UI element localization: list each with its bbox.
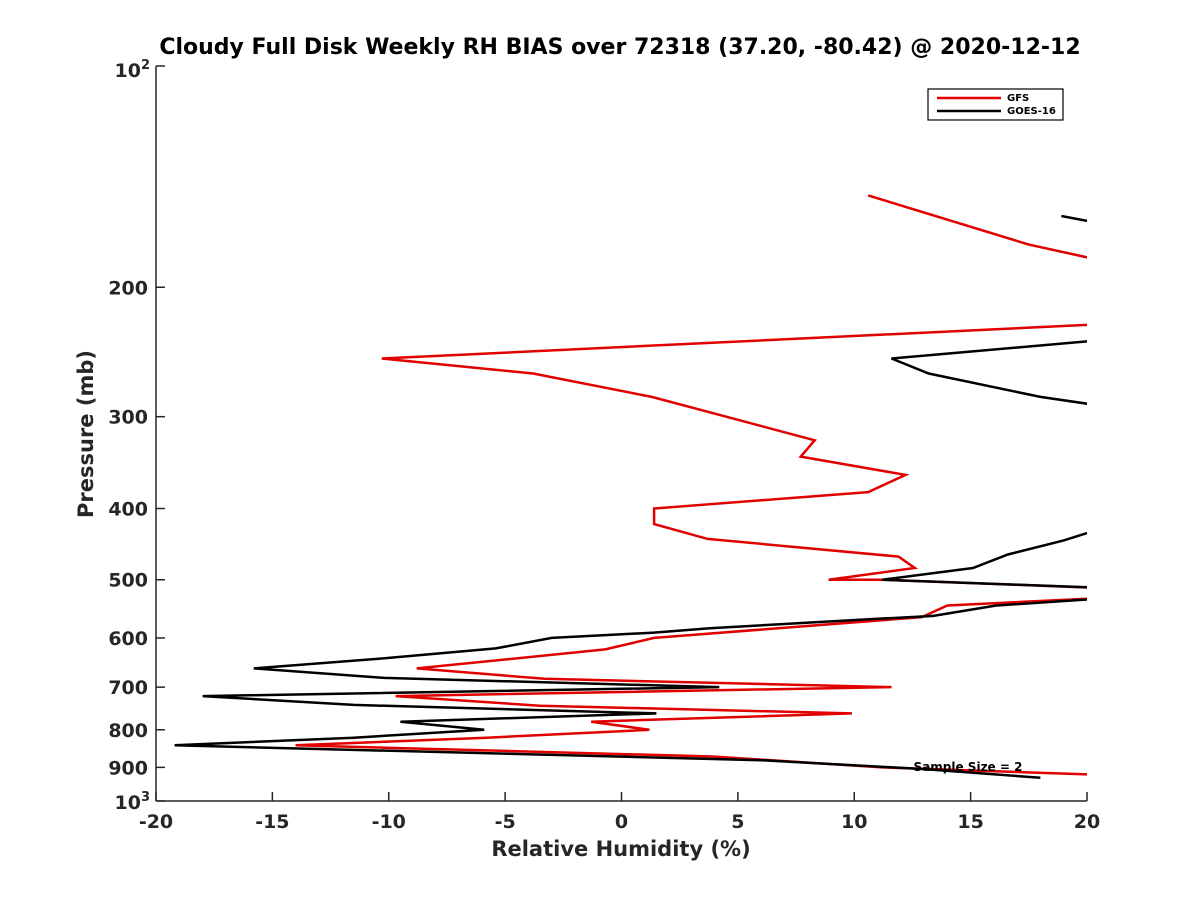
series-line-gfs <box>381 323 1087 589</box>
series-line-goes-16 <box>1061 214 1087 223</box>
y-tick-label: 900 <box>108 757 148 779</box>
y-tick-label: 800 <box>108 720 148 742</box>
x-tick-label: 15 <box>957 811 983 833</box>
x-tick-label: -15 <box>255 811 289 833</box>
chart-title: Cloudy Full Disk Weekly RH BIAS over 723… <box>159 35 1080 60</box>
y-tick-bottom-exponent: 3 <box>141 790 150 805</box>
x-ticks: -20 -15 -10 -5 0 5 10 15 20 <box>139 792 1100 833</box>
x-tick-label: -5 <box>495 811 516 833</box>
y-axis-label: Pressure (mb) <box>74 350 98 518</box>
x-tick-label: 20 <box>1074 811 1100 833</box>
y-tick-label: 700 <box>108 677 148 699</box>
y-tick-label: 600 <box>108 628 148 650</box>
y-tick-label-bottom: 103 <box>115 790 151 814</box>
series-line-gfs <box>295 597 1087 776</box>
x-tick-label: 10 <box>841 811 867 833</box>
series-line-goes-16 <box>882 531 1087 589</box>
y-tick-label-top: 102 <box>115 58 151 82</box>
x-tick-label: 5 <box>731 811 744 833</box>
series-line-gfs <box>867 194 1087 259</box>
y-tick-top-exponent: 2 <box>141 58 150 73</box>
sample-size-annotation: Sample Size = 2 <box>914 760 1023 774</box>
y-tick-top-base: 10 <box>115 60 141 82</box>
legend-box <box>927 88 1064 121</box>
legend-label-goes16: GOES-16 <box>1007 106 1056 117</box>
y-tick-bottom-base: 10 <box>115 792 141 814</box>
x-tick-label: -20 <box>139 811 173 833</box>
legend-label-gfs: GFS <box>1007 93 1029 104</box>
y-tick-label: 200 <box>108 277 148 299</box>
y-tick-label: 500 <box>108 570 148 592</box>
series-line-goes-16 <box>174 598 1087 780</box>
legend: GFS GOES-16 <box>927 88 1064 121</box>
x-axis-label: Relative Humidity (%) <box>491 837 750 861</box>
y-ticks: 200 300 400 500 600 700 800 900 <box>108 65 165 802</box>
y-tick-label: 400 <box>108 499 148 521</box>
series-line-goes-16 <box>891 340 1087 405</box>
x-tick-label: -10 <box>372 811 406 833</box>
plot-area <box>174 194 1087 780</box>
y-tick-label: 300 <box>108 407 148 429</box>
x-tick-label: 0 <box>615 811 628 833</box>
